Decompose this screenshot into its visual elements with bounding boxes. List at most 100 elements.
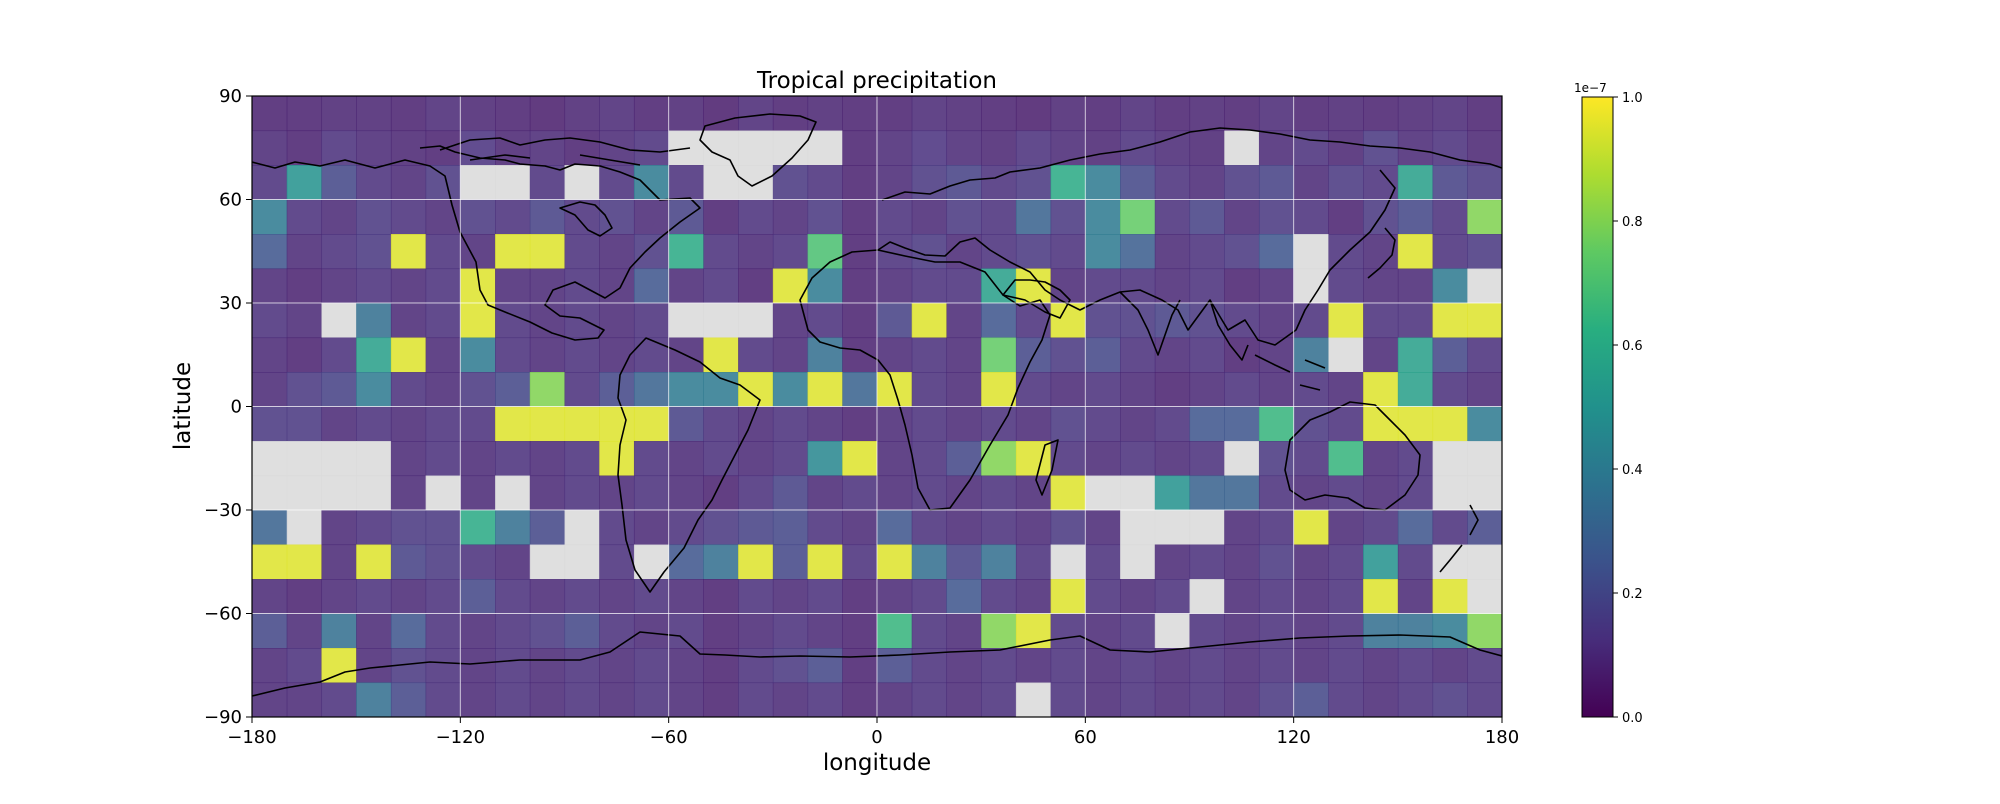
heatmap-cell: [390, 372, 427, 408]
heatmap-cell: [807, 268, 843, 304]
heatmap-cell: [390, 475, 427, 511]
heatmap-cell: [286, 406, 323, 442]
heatmap-cell: [1258, 165, 1295, 201]
heatmap-cell: [286, 613, 323, 649]
heatmap-cell: [807, 613, 843, 649]
heatmap-cell: [1328, 579, 1364, 615]
heatmap-cell: [1397, 682, 1434, 717]
coastline-europe-asia: [877, 127, 1502, 346]
heatmap-cell: [1120, 441, 1156, 477]
heatmap-cell-missing: [1189, 579, 1225, 615]
heatmap-cell: [807, 234, 843, 270]
heatmap-cell-missing: [1467, 544, 1502, 580]
heatmap-cell: [495, 544, 531, 580]
heatmap-cell: [842, 682, 878, 717]
heatmap-cell: [1224, 579, 1260, 615]
heatmap-cell: [772, 579, 809, 615]
heatmap-cell: [599, 303, 635, 339]
heatmap-cell: [460, 475, 496, 511]
heatmap-cell: [495, 510, 531, 546]
heatmap-cell: [1085, 130, 1121, 166]
heatmap-cell: [772, 406, 809, 442]
heatmap-cell: [633, 406, 670, 442]
heatmap-cell: [1154, 406, 1191, 442]
heatmap-cell: [1189, 682, 1225, 717]
heatmap-cell: [946, 613, 982, 649]
heatmap-cell: [1120, 303, 1156, 339]
heatmap-cell: [1328, 544, 1364, 580]
heatmap-cell: [1432, 268, 1468, 304]
heatmap-cell: [1224, 682, 1260, 717]
heatmap-cell: [495, 441, 531, 477]
chart-title: Tropical precipitation: [756, 68, 997, 94]
heatmap-cell: [911, 441, 948, 477]
heatmap-cell: [981, 682, 1017, 717]
heatmap-cell: [321, 648, 357, 684]
heatmap-cell: [529, 372, 566, 408]
heatmap-cell: [1328, 475, 1364, 511]
heatmap-cell-missing: [356, 475, 392, 511]
heatmap-cell: [1154, 165, 1191, 201]
heatmap-cell: [495, 234, 531, 270]
heatmap-cell-missing: [321, 475, 357, 511]
heatmap-cell: [946, 199, 982, 235]
heatmap-cell: [1467, 613, 1502, 649]
heatmap-cell: [842, 337, 878, 373]
heatmap-cell: [252, 303, 288, 339]
heatmap-cell: [252, 579, 288, 615]
heatmap-cell-missing: [564, 544, 600, 580]
heatmap-cell: [1224, 199, 1260, 235]
heatmap-cell: [668, 406, 704, 442]
heatmap-cell: [1467, 372, 1502, 408]
heatmap-cell: [1258, 96, 1295, 132]
heatmap-cell: [356, 372, 392, 408]
heatmap-cell: [1154, 441, 1191, 477]
heatmap-cell: [877, 303, 913, 339]
heatmap-cell: [1050, 406, 1086, 442]
x-tick-label: 60: [1074, 727, 1097, 748]
heatmap-cell: [252, 268, 288, 304]
heatmap-cell: [946, 303, 982, 339]
coastline-australia: [1284, 401, 1421, 511]
heatmap-cell: [1397, 579, 1434, 615]
heatmap-cell: [495, 579, 531, 615]
heatmap-cell: [1363, 613, 1399, 649]
heatmap-cell: [356, 303, 392, 339]
heatmap-cell: [356, 199, 392, 235]
heatmap-cell: [1293, 648, 1329, 684]
heatmap-cell: [842, 268, 878, 304]
y-tick-label: 90: [219, 86, 242, 107]
heatmap-cell: [807, 682, 843, 717]
heatmap-cell: [981, 165, 1017, 201]
heatmap-cell: [529, 96, 566, 132]
heatmap-cell: [460, 199, 496, 235]
heatmap-cell: [877, 165, 913, 201]
heatmap-cell: [286, 234, 323, 270]
heatmap-cell: [981, 441, 1017, 477]
heatmap-cell: [321, 579, 357, 615]
heatmap-cell: [529, 303, 566, 339]
heatmap-cell: [1224, 648, 1260, 684]
heatmap-cell: [390, 579, 427, 615]
heatmap-cell: [460, 234, 496, 270]
heatmap-cell: [911, 475, 948, 511]
heatmap-cell: [738, 199, 774, 235]
heatmap-cell: [1467, 337, 1502, 373]
heatmap-cell: [1050, 165, 1086, 201]
heatmap-cell: [1258, 199, 1295, 235]
heatmap-cell: [1154, 579, 1191, 615]
heatmap-cell: [1363, 406, 1399, 442]
heatmap-cell: [1328, 682, 1364, 717]
heatmap-cell: [1397, 372, 1434, 408]
heatmap-cell: [252, 337, 288, 373]
heatmap-cell: [1085, 199, 1121, 235]
heatmap-cell: [1085, 544, 1121, 580]
heatmap-cell: [946, 268, 982, 304]
heatmap-cell: [286, 544, 323, 580]
heatmap-cell: [1224, 337, 1260, 373]
heatmap-cell: [703, 510, 739, 546]
heatmap-cell: [1328, 510, 1364, 546]
heatmap-cell: [807, 96, 843, 132]
heatmap-cell: [356, 648, 392, 684]
heatmap-cell: [1154, 199, 1191, 235]
